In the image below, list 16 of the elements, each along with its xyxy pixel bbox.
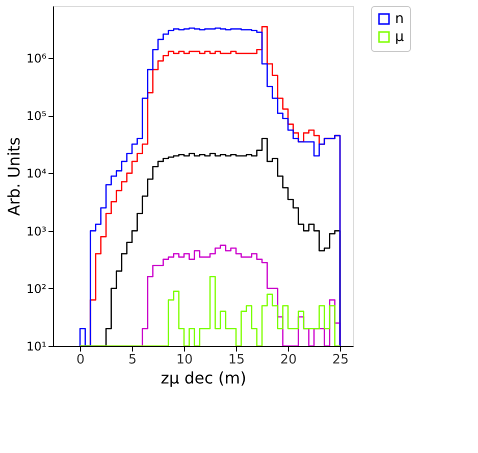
y-tick-label: 10³ (26, 224, 47, 238)
y-tick-label: 10⁶ (26, 52, 47, 66)
y-tick-label: 10¹ (26, 340, 47, 354)
x-axis-title: zμ dec (m) (160, 368, 246, 388)
y-tick-label: 10² (26, 282, 47, 296)
y-axis-title: Arb. Units (4, 137, 24, 216)
x-tick-label: 10 (176, 352, 193, 368)
x-tick-label: 5 (128, 352, 137, 368)
y-tick-label: 10⁵ (26, 109, 47, 124)
legend-label: n (395, 11, 404, 27)
x-tick-label: 15 (228, 352, 245, 368)
legend-label: μ (395, 29, 404, 45)
x-tick-label: 0 (76, 352, 85, 368)
x-tick-label: 25 (332, 352, 349, 368)
x-tick-label: 20 (280, 352, 297, 368)
y-tick-label: 10⁴ (26, 166, 47, 181)
